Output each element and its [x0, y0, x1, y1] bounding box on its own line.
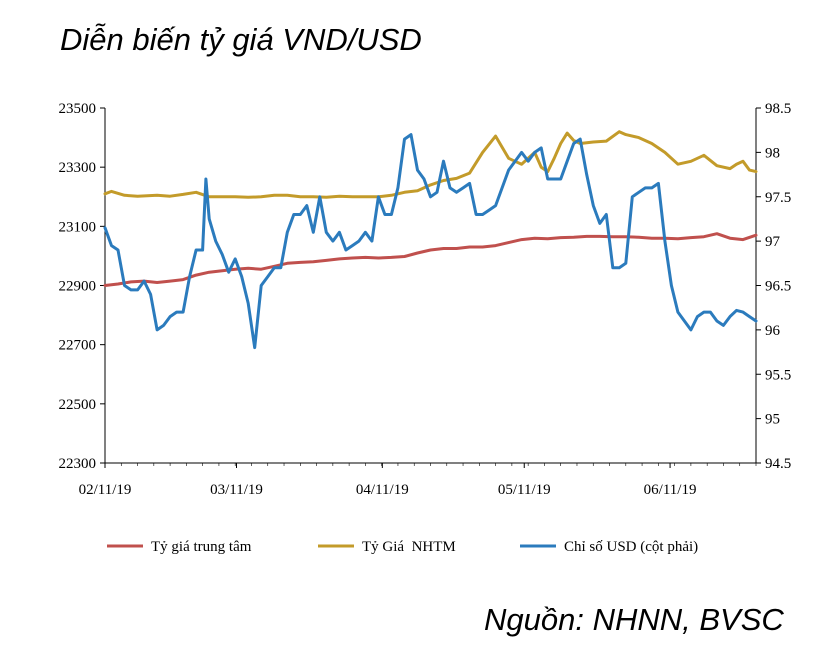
left-tick-label: 22700: [59, 338, 97, 354]
x-tick-label: 03/11/19: [210, 482, 263, 498]
right-tick-label: 98: [765, 145, 780, 161]
left-tick-label: 23300: [59, 160, 97, 176]
chart-series: [103, 130, 758, 350]
right-tick-label: 98.5: [765, 101, 791, 117]
x-tick-label: 05/11/19: [498, 482, 551, 498]
left-tick-label: 23500: [59, 101, 97, 117]
series-line-1: [103, 232, 758, 287]
legend-label: Tỷ giá trung tâm: [151, 539, 252, 555]
left-tick-label: 22500: [59, 397, 97, 413]
legend-label: Chỉ số USD (cột phải): [564, 539, 698, 555]
legend-label: Tỷ Giá NHTM: [362, 539, 456, 555]
series-line-3: [103, 133, 758, 350]
right-tick-label: 96: [765, 323, 781, 339]
right-tick-label: 97.5: [765, 190, 791, 206]
left-tick-label: 23100: [59, 219, 97, 235]
left-tick-label: 22900: [59, 279, 97, 295]
right-tick-label: 95: [765, 412, 780, 428]
left-tick-label: 22300: [59, 456, 97, 472]
right-tick-label: 95.5: [765, 367, 791, 383]
right-tick-label: 96.5: [765, 279, 791, 295]
right-tick-label: 94.5: [765, 456, 791, 472]
x-tick-label: 04/11/19: [356, 482, 409, 498]
chart-axes: [100, 107, 761, 468]
right-tick-label: 97: [765, 234, 781, 250]
source-note: Nguồn: NHNN, BVSC: [484, 602, 784, 637]
series-line-2: [103, 130, 758, 199]
x-tick-label: 02/11/19: [79, 482, 132, 498]
chart-title: Diễn biến tỷ giá VND/USD: [60, 22, 422, 57]
x-tick-label: 06/11/19: [644, 482, 697, 498]
chart-legend: Tỷ giá trung tâm Tỷ Giá NHTM Chỉ số USD (c…: [107, 539, 698, 555]
chart-tick-labels: 23500 23300 23100 22900 22700 22500 22300 98.5 9…: [59, 101, 792, 498]
